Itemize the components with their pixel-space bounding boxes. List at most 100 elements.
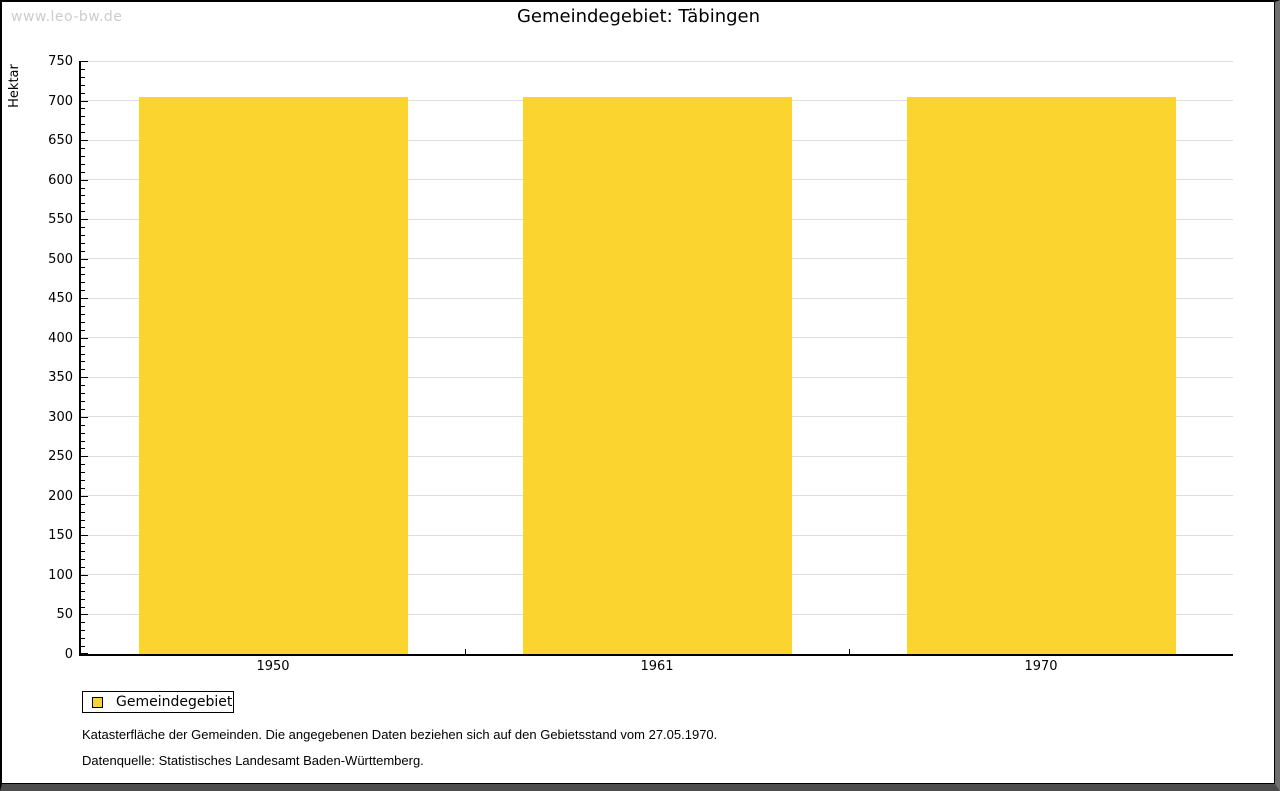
y-minor-tick-370 <box>81 361 85 363</box>
y-minor-tick-610 <box>81 171 85 173</box>
y-minor-tick-660 <box>81 132 85 134</box>
y-minor-tick-70 <box>81 598 85 600</box>
y-minor-tick-330 <box>81 393 85 395</box>
y-tick-label-50: 50 <box>56 607 73 623</box>
y-major-tick-550 <box>81 219 88 221</box>
y-tick-label-600: 600 <box>48 172 73 188</box>
x-boundary-tick-2 <box>849 649 850 654</box>
chart-title: Gemeindegebiet: Täbingen <box>516 6 761 27</box>
y-minor-tick-360 <box>81 369 85 371</box>
y-minor-tick-640 <box>81 147 85 149</box>
y-major-tick-700 <box>81 100 88 102</box>
y-minor-tick-320 <box>81 400 85 402</box>
x-label-1961: 1961 <box>640 659 674 674</box>
y-minor-tick-680 <box>81 116 85 118</box>
y-minor-tick-580 <box>81 195 85 197</box>
y-minor-tick-540 <box>81 227 85 229</box>
y-minor-tick-420 <box>81 321 85 323</box>
y-minor-tick-440 <box>81 306 85 308</box>
y-minor-tick-390 <box>81 345 85 347</box>
y-minor-tick-410 <box>81 329 85 331</box>
y-tick-label-0: 0 <box>64 647 73 662</box>
y-major-tick-350 <box>81 377 88 379</box>
y-minor-tick-140 <box>81 543 85 545</box>
y-minor-tick-30 <box>81 630 85 632</box>
y-tick-label-500: 500 <box>48 251 73 267</box>
y-minor-tick-510 <box>81 250 85 252</box>
y-minor-tick-480 <box>81 274 85 276</box>
x-label-1970: 1970 <box>1024 659 1058 674</box>
y-minor-tick-460 <box>81 290 85 292</box>
y-minor-tick-710 <box>81 92 85 94</box>
y-minor-tick-220 <box>81 480 85 482</box>
y-minor-tick-40 <box>81 622 85 624</box>
y-major-tick-100 <box>81 574 88 576</box>
y-minor-tick-430 <box>81 314 85 315</box>
y-minor-tick-310 <box>81 408 85 410</box>
y-minor-tick-490 <box>81 266 85 268</box>
y-minor-tick-520 <box>81 242 85 244</box>
y-major-tick-150 <box>81 535 88 537</box>
y-major-tick-250 <box>81 456 88 458</box>
y-tick-label-150: 150 <box>48 528 73 544</box>
y-minor-tick-130 <box>81 551 85 553</box>
y-minor-tick-190 <box>81 503 85 505</box>
y-minor-tick-230 <box>81 472 85 474</box>
y-tick-label-650: 650 <box>48 133 73 149</box>
footnote-line-1: Katasterfläche der Gemeinden. Die angege… <box>82 727 718 742</box>
y-major-tick-750 <box>81 61 88 62</box>
y-tick-label-300: 300 <box>48 409 73 425</box>
y-tick-label-750: 750 <box>48 54 73 69</box>
y-major-tick-300 <box>81 416 88 418</box>
y-minor-tick-670 <box>81 124 85 126</box>
y-major-tick-50 <box>81 614 88 616</box>
y-minor-tick-730 <box>81 76 85 78</box>
y-minor-tick-90 <box>81 582 85 584</box>
y-tick-label-100: 100 <box>48 567 73 583</box>
plot-area <box>79 60 1233 656</box>
y-minor-tick-570 <box>81 203 85 205</box>
bar-1961 <box>522 97 792 654</box>
gridline-750 <box>81 60 1233 62</box>
y-minor-tick-720 <box>81 84 85 86</box>
y-minor-tick-210 <box>81 487 85 489</box>
y-minor-tick-280 <box>81 432 85 434</box>
y-minor-tick-620 <box>81 163 85 165</box>
y-minor-tick-120 <box>81 559 85 561</box>
y-minor-tick-270 <box>81 440 85 442</box>
y-minor-tick-470 <box>81 282 85 284</box>
y-tick-label-700: 700 <box>48 93 73 109</box>
y-minor-tick-690 <box>81 108 85 110</box>
y-major-tick-500 <box>81 258 88 260</box>
footnote-line-2: Datenquelle: Statistisches Landesamt Bad… <box>82 753 424 768</box>
bar-1970 <box>906 97 1176 654</box>
y-minor-tick-340 <box>81 385 85 387</box>
y-minor-tick-740 <box>81 68 85 70</box>
y-minor-tick-380 <box>81 353 85 355</box>
y-tick-label-400: 400 <box>48 330 73 346</box>
legend-label: Gemeindegebiet <box>116 694 233 710</box>
y-tick-label-350: 350 <box>48 370 73 386</box>
y-minor-tick-170 <box>81 519 85 521</box>
y-minor-tick-560 <box>81 211 85 213</box>
y-tick-label-200: 200 <box>48 488 73 504</box>
x-boundary-tick-1 <box>465 649 466 654</box>
y-tick-label-250: 250 <box>48 449 73 465</box>
bar-1950 <box>138 97 408 654</box>
y-minor-tick-180 <box>81 511 85 513</box>
y-tick-label-450: 450 <box>48 291 73 307</box>
y-major-tick-600 <box>81 179 88 181</box>
x-label-1950: 1950 <box>256 659 290 674</box>
y-tick-label-550: 550 <box>48 212 73 228</box>
y-minor-tick-20 <box>81 638 85 640</box>
y-major-tick-200 <box>81 495 88 497</box>
y-minor-tick-630 <box>81 155 85 157</box>
y-minor-tick-590 <box>81 187 85 189</box>
y-minor-tick-290 <box>81 424 85 426</box>
y-minor-tick-60 <box>81 606 85 608</box>
y-minor-tick-240 <box>81 464 85 466</box>
y-minor-tick-160 <box>81 527 85 529</box>
y-minor-tick-260 <box>81 448 85 450</box>
y-minor-tick-530 <box>81 234 85 236</box>
